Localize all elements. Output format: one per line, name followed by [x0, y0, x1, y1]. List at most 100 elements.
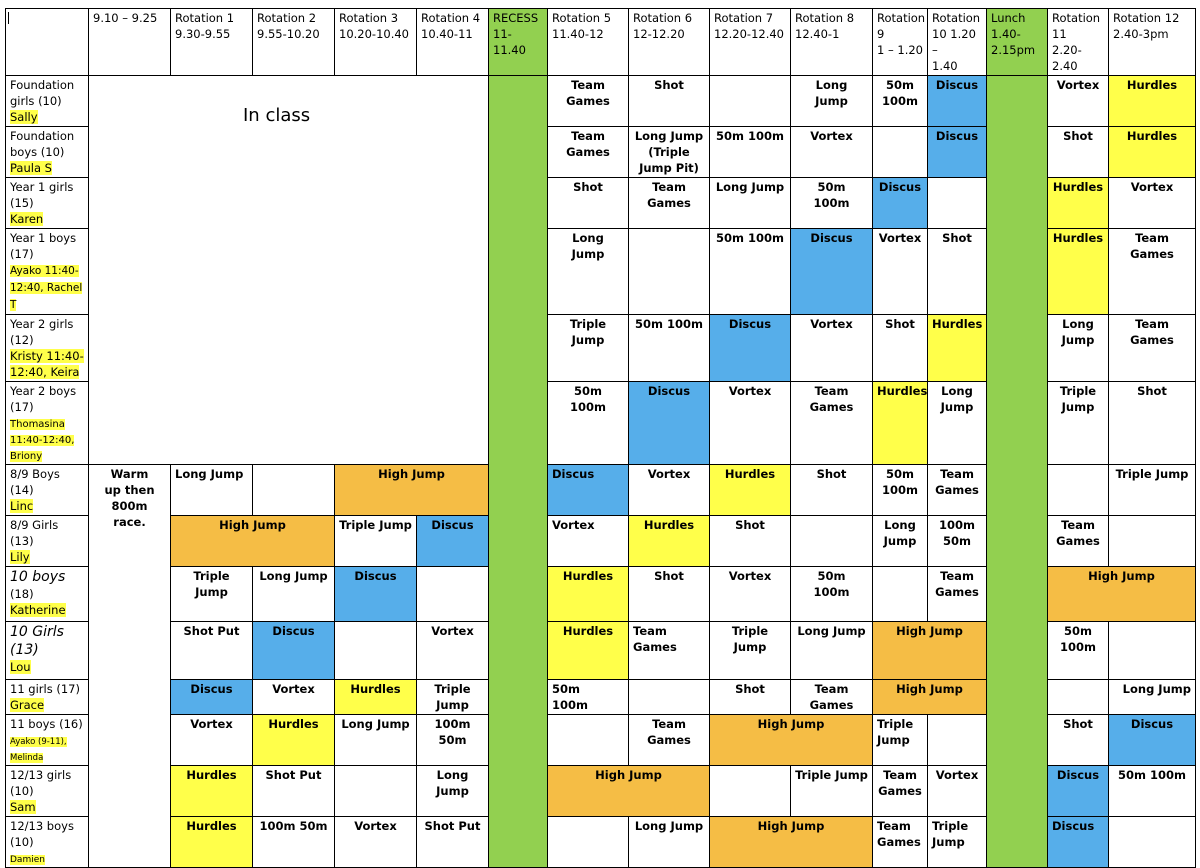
header-rotation-4: Rotation 4 10.40-11 [416, 8, 489, 76]
cell: Discus [252, 621, 335, 680]
group-name: 11 boys (16) [10, 717, 83, 731]
cell: 100m 50m [252, 816, 335, 868]
cell: Hurdles [927, 314, 987, 382]
cell [1047, 464, 1109, 516]
cell: Vortex [628, 464, 710, 516]
cell: Triple Jump [547, 314, 629, 382]
cell [547, 816, 629, 868]
header-rotation-6: Rotation 6 12-12.20 [628, 8, 710, 76]
cell [709, 765, 791, 817]
group-teacher: Damien [10, 855, 45, 865]
group-10-girls: 10 Girls (13) Lou [5, 621, 89, 680]
group-name: Year 2 girls (12) [10, 317, 74, 347]
cell: Discus [628, 381, 710, 465]
cell: Vortex [790, 314, 873, 382]
cell: Vortex [709, 381, 791, 465]
cell: Team Games [628, 714, 710, 766]
cell: High Jump [170, 515, 335, 567]
row-10-girls: 10 Girls (13) Lou Shot Put Discus Vortex… [5, 621, 1196, 680]
cell: Shot Put [170, 621, 253, 680]
cell: Shot [628, 75, 710, 127]
group-teacher: Grace [10, 698, 45, 712]
cell: Long Jump [170, 464, 253, 516]
cell: Shot [709, 515, 791, 567]
cell: Vortex [927, 765, 987, 817]
cell [628, 679, 710, 715]
cell: Vortex [170, 714, 253, 766]
group-name: Foundation girls (10) [10, 78, 75, 108]
cell: 50m 100m [1108, 765, 1196, 817]
group-teacher: Thomasina 11:40-12:40, Briony [10, 419, 75, 462]
cell: High Jump [547, 765, 710, 817]
row-year1-girls: Year 1 girls (15) Karen Shot Team Games … [5, 177, 1196, 229]
in-class-block: In class [88, 75, 489, 465]
row-1213-girls: 12/13 girls (10) Sam Hurdles Shot Put Lo… [5, 765, 1196, 817]
cell: Vortex [252, 679, 335, 715]
cell: Shot [1047, 126, 1109, 178]
cell: Vortex [1108, 177, 1196, 229]
group-year1-boys: Year 1 boys (17) Ayako 11:40- 12:40, Rac… [5, 228, 89, 315]
cell: Long Jump [790, 75, 873, 127]
cell: Hurdles [547, 621, 629, 680]
header-rotation-5: Rotation 5 11.40-12 [547, 8, 629, 76]
row-year2-boys: Year 2 boys (17) Thomasina 11:40-12:40, … [5, 381, 1196, 465]
cell: Shot [1047, 714, 1109, 766]
cell [790, 515, 873, 567]
cell: Long Jump [709, 177, 791, 229]
cell: 100m 50m [927, 515, 987, 567]
cell: Discus [547, 464, 629, 516]
cell: Discus [927, 75, 987, 127]
cell: Discus [170, 679, 253, 715]
header-warmup: 9.10 – 9.25 [88, 8, 171, 76]
cell: Hurdles [170, 765, 253, 817]
group-teacher: Sally [10, 110, 38, 124]
cell: 50m 100m [872, 75, 928, 127]
cell: Shot [628, 566, 710, 622]
cell: Triple Jump [872, 714, 928, 766]
header-rotation-11: Rotation 11 2.20-2.40 [1047, 8, 1109, 76]
row-foundation-boys: Foundation boys (10) Paula S Team Games … [5, 126, 1196, 178]
group-teacher: Linc [10, 499, 34, 513]
cell: Team Games [1108, 314, 1196, 382]
group-teacher: Lou [10, 660, 31, 674]
cell: Long Jump [252, 566, 335, 622]
cell: Long Jump [1047, 314, 1109, 382]
corner-cell [5, 8, 89, 76]
row-11-boys: 11 boys (16) Ayako (9-11), Melinda Vorte… [5, 714, 1196, 766]
group-foundation-girls: Foundation girls (10) Sally [5, 75, 89, 127]
cell [416, 566, 489, 622]
group-11-girls: 11 girls (17) Grace [5, 679, 89, 715]
cell [1108, 515, 1196, 567]
header-rotation-8: Rotation 8 12.40-1 [790, 8, 873, 76]
cell: Hurdles [1108, 75, 1196, 127]
cell [1108, 816, 1196, 868]
cell [252, 464, 335, 516]
row-foundation-girls: Foundation girls (10) Sally In class Tea… [5, 75, 1196, 868]
cell: Long Jump [547, 228, 629, 315]
cell: Hurdles [872, 381, 928, 465]
group-teacher: Paula S [10, 161, 52, 175]
recess-column [488, 75, 548, 868]
cell [334, 621, 417, 680]
cell: 50m 100m [709, 228, 791, 315]
group-1213-boys: 12/13 boys (10) Damien [5, 816, 89, 868]
cell: High Jump [709, 714, 873, 766]
cell: Shot [547, 177, 629, 229]
group-name: 12/13 boys (10) [10, 819, 74, 849]
in-class-label: In class [243, 105, 311, 126]
warmup-cell: Warm up then 800m race. [88, 464, 171, 567]
group-89-boys: 8/9 Boys (14) Linc [5, 464, 89, 516]
cell: 50m 100m [547, 381, 629, 465]
cell: Shot Put [416, 816, 489, 868]
cell: Long Jump [790, 621, 873, 680]
cell [709, 75, 791, 127]
group-teacher: Ayako (9-11), Melinda [10, 737, 67, 763]
cell: Team Games [872, 816, 928, 868]
cell [1047, 679, 1109, 715]
cell: Team Games [927, 464, 987, 516]
header-rotation-2: Rotation 2 9.55-10.20 [252, 8, 335, 76]
cell: 50m 100m [790, 566, 873, 622]
cell: Discus [1047, 816, 1109, 868]
cell: 50m 100m [790, 177, 873, 229]
group-name: 12/13 girls (10) [10, 768, 72, 798]
